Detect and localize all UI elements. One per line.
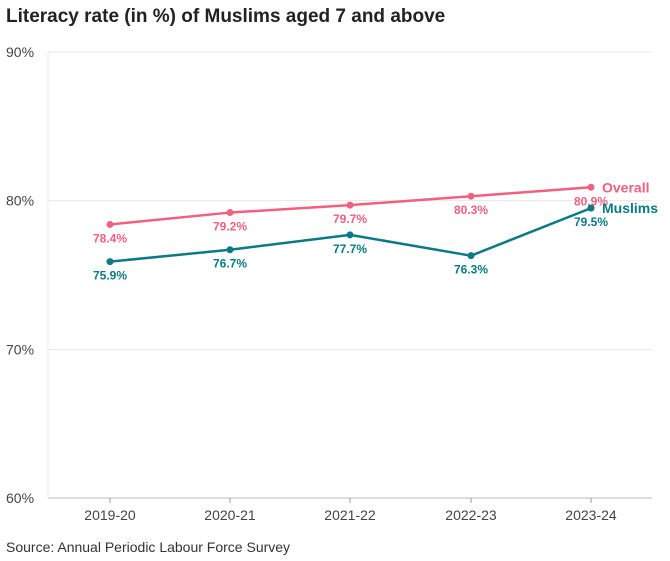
data-point-overall [346,201,354,209]
data-point-muslims [346,231,354,239]
data-point-muslims [106,258,114,266]
x-tick-label: 2022-23 [445,507,497,523]
data-point-overall [467,192,475,200]
data-point-muslims [226,246,234,254]
data-label-overall: 80.3% [454,203,488,217]
y-tick-label: 70% [6,341,34,357]
data-label-muslims: 77.7% [333,242,367,256]
data-label-overall: 79.2% [213,220,247,234]
data-point-muslims [587,204,595,212]
data-label-muslims: 76.7% [213,257,247,271]
data-point-overall [226,209,234,217]
chart-title: Literacy rate (in %) of Muslims aged 7 a… [6,6,446,27]
data-point-overall [587,183,595,191]
data-label-overall: 80.9% [574,194,608,208]
data-label-muslims: 76.3% [454,263,488,277]
x-tick-label: 2021-22 [324,507,376,523]
data-point-muslims [467,252,475,260]
data-label-overall: 78.4% [93,231,127,245]
data-point-overall [106,220,114,228]
data-label-overall: 79.7% [333,212,367,226]
data-label-muslims: 79.5% [574,215,608,229]
y-tick-label: 60% [6,490,34,506]
y-tick-label: 90% [6,44,34,60]
x-tick-label: 2020-21 [204,507,256,523]
x-tick-label: 2023-24 [565,507,617,523]
data-label-muslims: 75.9% [93,269,127,283]
series-label-muslims: Muslims [602,200,658,216]
series-label-overall: Overall [602,179,649,195]
source-note: Source: Annual Periodic Labour Force Sur… [6,539,291,555]
y-tick-label: 80% [6,193,34,209]
x-tick-label: 2019-20 [84,507,136,523]
